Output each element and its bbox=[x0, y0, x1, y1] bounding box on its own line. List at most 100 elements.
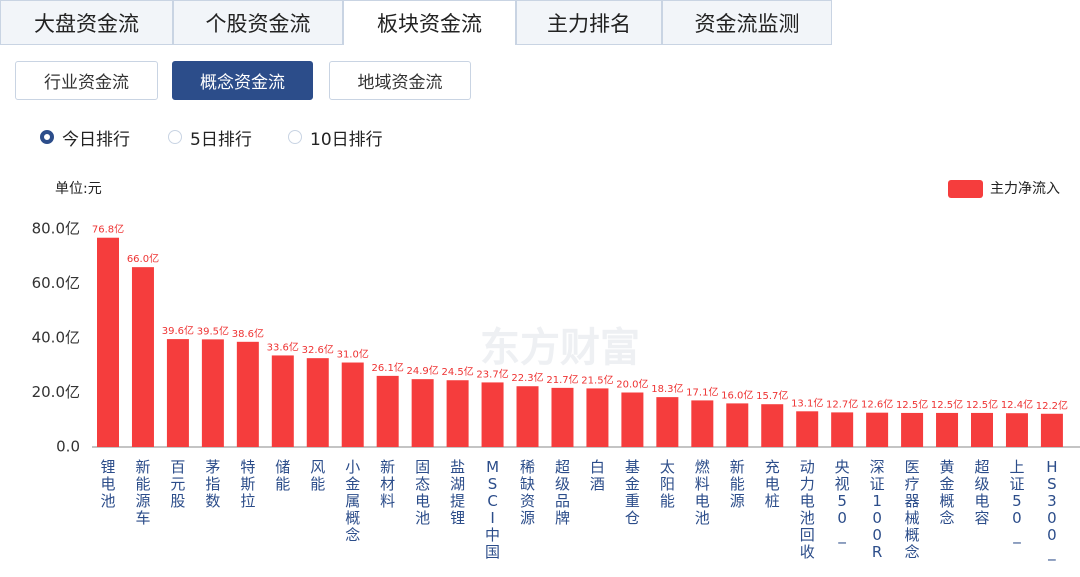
bar bbox=[586, 388, 609, 447]
value-label: 76.8亿 bbox=[92, 223, 124, 236]
radio-option[interactable]: 10日排行 bbox=[288, 126, 383, 150]
bar bbox=[796, 411, 819, 447]
tab[interactable]: 主力排名 bbox=[516, 0, 662, 44]
x-tick-label: 动力电池回收 bbox=[800, 458, 815, 561]
value-label: 22.3亿 bbox=[511, 371, 543, 384]
bar bbox=[831, 412, 854, 447]
y-tick-label: 20.0亿 bbox=[32, 383, 80, 401]
value-label: 17.1亿 bbox=[686, 385, 718, 398]
value-label: 21.5亿 bbox=[581, 373, 613, 386]
bar bbox=[271, 355, 294, 447]
value-label: 24.5亿 bbox=[441, 365, 473, 378]
tab[interactable]: 大盘资金流 bbox=[0, 0, 173, 44]
x-tick-label: 风能 bbox=[310, 458, 325, 493]
radio-label: 今日排行 bbox=[62, 129, 130, 150]
radio-option[interactable]: 今日排行 bbox=[40, 126, 130, 150]
value-label: 33.6亿 bbox=[267, 340, 299, 353]
x-tick-label: 医疗器械概念 bbox=[905, 458, 920, 561]
bar bbox=[97, 237, 119, 447]
tab[interactable]: 资金流监测 bbox=[662, 0, 832, 44]
bar bbox=[866, 412, 889, 447]
bar bbox=[411, 379, 434, 447]
x-tick-label: 白酒 bbox=[590, 458, 605, 493]
x-tick-label: 央视 5 0 _ bbox=[835, 458, 850, 545]
value-label: 23.7亿 bbox=[476, 367, 508, 380]
bar bbox=[1040, 413, 1063, 447]
tab[interactable]: 板块资金流 bbox=[343, 0, 516, 45]
y-tick-label: 0.0 bbox=[56, 438, 80, 456]
value-label: 66.0亿 bbox=[127, 252, 159, 265]
x-tick-label: 新材料 bbox=[380, 458, 395, 510]
value-label: 18.3亿 bbox=[651, 382, 683, 395]
bar bbox=[516, 386, 539, 447]
value-label: 12.5亿 bbox=[896, 398, 928, 411]
subtab[interactable]: 概念资金流 bbox=[172, 61, 313, 100]
bar bbox=[131, 267, 154, 447]
value-label: 21.7亿 bbox=[546, 373, 578, 386]
x-tick-label: 超级品牌 bbox=[555, 458, 570, 527]
legend-swatch bbox=[948, 180, 983, 198]
x-tick-label: 黄金概念 bbox=[940, 458, 955, 527]
bar bbox=[971, 412, 993, 447]
value-label: 12.2亿 bbox=[1036, 399, 1068, 412]
value-label: 20.0亿 bbox=[616, 378, 648, 391]
y-tick-label: 80.0亿 bbox=[32, 220, 80, 238]
x-tick-label: 固态电池 bbox=[415, 458, 430, 527]
bar bbox=[481, 382, 504, 447]
bar bbox=[341, 362, 364, 447]
radio-option[interactable]: 5日排行 bbox=[168, 126, 252, 150]
value-label: 39.5亿 bbox=[197, 324, 229, 337]
value-label: 12.4亿 bbox=[1001, 398, 1033, 411]
legend-label: 主力净流入 bbox=[990, 181, 1060, 197]
x-tick-label: 超级电容 bbox=[974, 458, 989, 527]
bar bbox=[446, 380, 469, 447]
y-tick-label: 40.0亿 bbox=[32, 329, 80, 347]
value-label: 16.0亿 bbox=[721, 388, 753, 401]
x-tick-label: 新能源 bbox=[730, 458, 745, 510]
bar bbox=[236, 341, 259, 447]
bar bbox=[761, 404, 784, 447]
chart: 东方财富 单位:元 0.0 20.0亿 40.0亿 60.0亿 80.0亿 主力净流入 76… bbox=[32, 180, 1080, 562]
x-tick-label: 小金属概念 bbox=[345, 458, 360, 544]
value-label: 13.1亿 bbox=[791, 396, 823, 409]
value-label: 26.1亿 bbox=[372, 361, 404, 374]
radio-label: 10日排行 bbox=[310, 129, 383, 150]
bar bbox=[656, 397, 679, 447]
value-label: 12.7亿 bbox=[826, 397, 858, 410]
x-tick-label: M S C I 中国 bbox=[485, 458, 500, 561]
bar bbox=[376, 375, 399, 447]
tab-bar: 大盘资金流 个股资金流 板块资金流 主力排名 资金流监测 bbox=[0, 0, 832, 45]
x-tick-label: 新能源车 bbox=[135, 458, 150, 527]
x-tick-label: 锂电池 bbox=[100, 458, 115, 510]
value-label: 12.6亿 bbox=[861, 398, 893, 411]
x-tick-label: 盐湖提锂 bbox=[450, 458, 465, 527]
bar bbox=[621, 392, 644, 447]
bar bbox=[551, 387, 574, 447]
value-label: 24.9亿 bbox=[407, 364, 439, 377]
bar bbox=[936, 412, 959, 447]
bar bbox=[306, 358, 329, 447]
x-tick-label: 百元股 bbox=[170, 458, 185, 510]
bar bbox=[901, 412, 924, 447]
bar bbox=[166, 339, 189, 447]
watermark: 东方财富 bbox=[480, 325, 640, 371]
tab[interactable]: 个股资金流 bbox=[173, 0, 343, 44]
y-tick-label: 60.0亿 bbox=[32, 274, 80, 292]
x-tick-label: 燃料电池 bbox=[695, 458, 710, 527]
x-tick-label: 基金重仓 bbox=[625, 458, 640, 527]
x-tick-label: 茅指数 bbox=[205, 458, 220, 510]
value-label: 39.6亿 bbox=[162, 324, 194, 337]
bar bbox=[726, 403, 749, 447]
value-label: 15.7亿 bbox=[756, 389, 788, 402]
subtab[interactable]: 地域资金流 bbox=[329, 61, 471, 100]
x-tick-label: 太阳能 bbox=[660, 458, 675, 510]
x-tick-label: H S 3 0 0 _ bbox=[1046, 458, 1057, 562]
x-tick-label: 储能 bbox=[275, 458, 290, 493]
bar bbox=[201, 339, 224, 447]
x-tick-label: 深证 1 0 0 R bbox=[870, 458, 885, 561]
value-label: 12.5亿 bbox=[931, 398, 963, 411]
subtab[interactable]: 行业资金流 bbox=[15, 61, 158, 100]
bar bbox=[691, 400, 714, 447]
radio-label: 5日排行 bbox=[190, 129, 252, 150]
